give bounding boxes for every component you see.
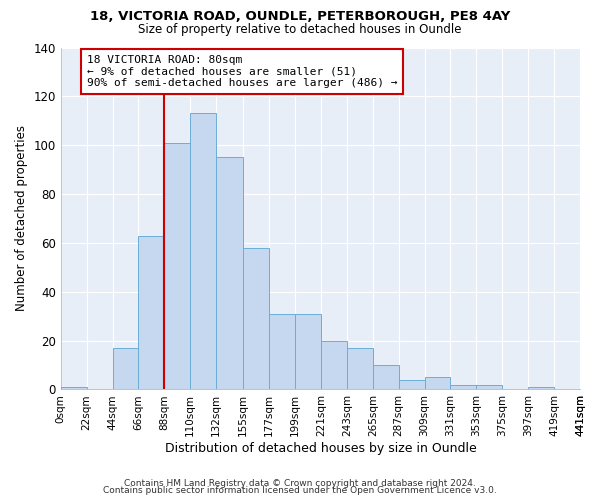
Bar bbox=[139, 236, 164, 390]
Bar bbox=[528, 387, 554, 390]
Text: Contains HM Land Registry data © Crown copyright and database right 2024.: Contains HM Land Registry data © Crown c… bbox=[124, 478, 476, 488]
Bar bbox=[373, 365, 398, 390]
Bar bbox=[347, 348, 373, 390]
Bar bbox=[425, 377, 451, 390]
Bar bbox=[580, 387, 600, 390]
Bar bbox=[113, 348, 139, 390]
X-axis label: Distribution of detached houses by size in Oundle: Distribution of detached houses by size … bbox=[164, 442, 476, 455]
Text: Size of property relative to detached houses in Oundle: Size of property relative to detached ho… bbox=[138, 22, 462, 36]
Bar bbox=[164, 143, 190, 390]
Bar bbox=[216, 158, 243, 390]
Text: 18, VICTORIA ROAD, OUNDLE, PETERBOROUGH, PE8 4AY: 18, VICTORIA ROAD, OUNDLE, PETERBOROUGH,… bbox=[90, 10, 510, 23]
Bar bbox=[243, 248, 269, 390]
Bar bbox=[269, 314, 295, 390]
Bar bbox=[476, 384, 502, 390]
Text: Contains public sector information licensed under the Open Government Licence v3: Contains public sector information licen… bbox=[103, 486, 497, 495]
Bar bbox=[190, 114, 216, 390]
Text: 18 VICTORIA ROAD: 80sqm
← 9% of detached houses are smaller (51)
90% of semi-det: 18 VICTORIA ROAD: 80sqm ← 9% of detached… bbox=[86, 55, 397, 88]
Bar bbox=[61, 387, 86, 390]
Bar bbox=[321, 340, 347, 390]
Bar bbox=[398, 380, 425, 390]
Y-axis label: Number of detached properties: Number of detached properties bbox=[15, 126, 28, 312]
Bar bbox=[451, 384, 476, 390]
Bar bbox=[295, 314, 321, 390]
